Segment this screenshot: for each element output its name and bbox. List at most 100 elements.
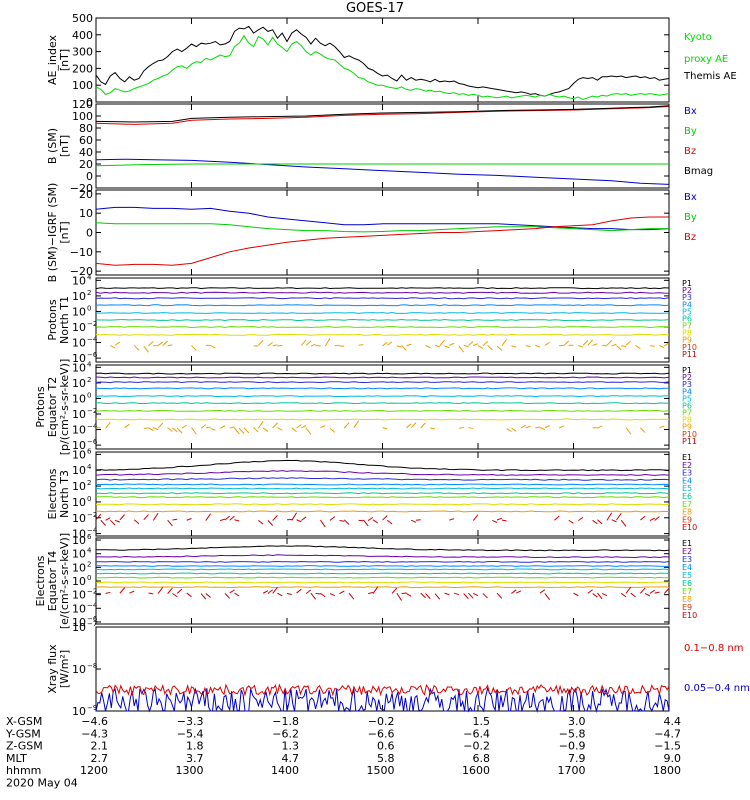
- series-segment: [301, 516, 307, 521]
- legend-entry: P11: [682, 350, 697, 359]
- y-tick-exponent: 0: [87, 495, 91, 503]
- y-tick-exponent: 4: [87, 360, 92, 368]
- x-row-value: −4.6: [81, 715, 108, 728]
- y-tick-exponent: 6: [87, 447, 92, 455]
- series-segment: [611, 519, 617, 523]
- series-segment: [162, 340, 168, 346]
- x-row-value: 2.7: [91, 752, 109, 765]
- series-segment: [587, 589, 593, 594]
- series-line: [95, 105, 670, 125]
- legend-entry: E10: [682, 523, 697, 532]
- series-segment: [620, 592, 627, 598]
- y-tick-label: 100: [72, 79, 93, 92]
- legend-entry: P10: [682, 430, 697, 439]
- series-segment: [382, 427, 388, 430]
- series-segment: [148, 341, 154, 347]
- x-row-value: −5.4: [177, 727, 204, 740]
- panel-1: 0 100 200 300 400 500 AE_index [nT] Kyoto proxy A…: [46, 12, 737, 109]
- series-segment: [654, 516, 660, 521]
- series-segment: [229, 426, 235, 429]
- series-segment: [339, 590, 345, 595]
- legend-entry: P3: [682, 380, 692, 389]
- series-line: [95, 158, 670, 185]
- series-segment: [310, 343, 316, 347]
- series-segment: [544, 341, 550, 346]
- series-segment: [200, 593, 207, 600]
- series-segment: [525, 345, 531, 348]
- series-segment: [157, 586, 164, 594]
- x-row-label: Z-GSM: [6, 740, 43, 753]
- y-tick-exponent: 0: [87, 574, 91, 582]
- series-segment: [153, 427, 159, 431]
- series-segment: [243, 427, 250, 434]
- y-tick-label: 10: [72, 392, 86, 405]
- series-segment: [406, 592, 412, 597]
- series-line: [95, 34, 670, 101]
- series-segment: [148, 592, 154, 595]
- y-axis-label: Protons: [34, 386, 47, 427]
- series-segment: [639, 587, 646, 594]
- panel-frame: [95, 537, 670, 625]
- y-tick-label: 10: [72, 528, 86, 541]
- y-tick-label: 0: [86, 170, 93, 183]
- legend-entry: P4: [682, 387, 692, 396]
- x-row-value: 1.3: [282, 740, 300, 753]
- legend-entry: P5: [682, 307, 692, 316]
- legend-entry: P8: [682, 416, 692, 425]
- series-segment: [100, 519, 106, 526]
- y-tick-label: 10: [72, 424, 86, 437]
- series-segment: [114, 519, 121, 523]
- y-tick-label: 10: [72, 589, 86, 602]
- series-segment: [358, 344, 364, 346]
- legend-entry: E3: [682, 555, 692, 564]
- y-axis-label: B (SM)−IGRF (SM): [46, 183, 59, 283]
- series-segment: [425, 344, 431, 349]
- legend-entry: Bx: [684, 192, 697, 203]
- x-row-value: −6.4: [463, 727, 490, 740]
- series-segment: [277, 427, 283, 431]
- y-axis-label: B (SM): [46, 128, 59, 164]
- x-row-label: hhmm: [6, 764, 41, 777]
- series-segment: [133, 519, 140, 525]
- y-tick-label: 10: [72, 448, 86, 461]
- series-segment: [468, 340, 474, 346]
- series-segment: [391, 587, 398, 594]
- series-segment: [410, 422, 417, 428]
- series-segment: [477, 345, 484, 349]
- series-segment: [449, 518, 455, 521]
- y-tick-label: 10: [72, 321, 86, 334]
- y-tick-exponent: −2: [87, 320, 97, 328]
- series-segment: [444, 345, 450, 349]
- y-axis-label: Equator T2: [46, 377, 59, 437]
- y-tick-label: 80: [79, 122, 93, 135]
- y-axis-label: [W/m²]: [58, 650, 71, 688]
- y-tick-label: 10: [72, 337, 86, 350]
- x-row-value: −5.8: [559, 727, 586, 740]
- legend-entry: P4: [682, 300, 692, 309]
- panel-frame: [95, 103, 670, 189]
- y-tick-label: 10: [72, 377, 86, 390]
- x-row-value: 1700: [558, 764, 586, 777]
- series-segment: [554, 515, 560, 521]
- series-segment: [620, 519, 627, 527]
- series-line: [95, 459, 670, 472]
- series-segment: [205, 593, 211, 598]
- legend-entry: E10: [682, 611, 697, 620]
- series-line: [95, 381, 670, 384]
- series-segment: [105, 422, 111, 429]
- series-line: [95, 477, 670, 481]
- series-line: [95, 163, 669, 167]
- series-segment: [353, 420, 360, 429]
- y-tick-label: 120: [72, 98, 93, 111]
- x-row-value: −0.9: [559, 740, 586, 753]
- series-segment: [454, 592, 460, 596]
- y-tick-exponent: −4: [87, 527, 98, 535]
- y-tick-label: −10: [70, 246, 93, 259]
- series-segment: [315, 592, 321, 595]
- series-segment: [133, 345, 140, 351]
- x-row-value: −1.8: [272, 715, 299, 728]
- series-segment: [143, 345, 149, 353]
- series-segment: [320, 425, 326, 429]
